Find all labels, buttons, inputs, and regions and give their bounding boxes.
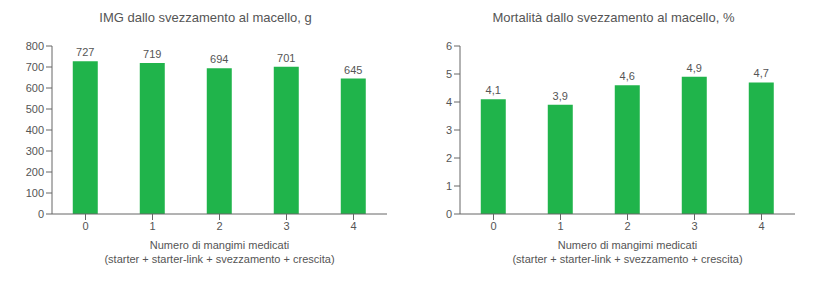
svg-text:1: 1	[446, 180, 452, 192]
svg-text:200: 200	[26, 166, 44, 178]
svg-text:4: 4	[350, 220, 356, 232]
svg-text:0: 0	[490, 220, 496, 232]
svg-text:0: 0	[82, 220, 88, 232]
svg-text:2: 2	[446, 152, 452, 164]
html-text:Numero di mangimi medicati: Numero di mangimi medicati	[149, 239, 290, 251]
svg-text:600: 600	[26, 82, 44, 94]
svg-text:4: 4	[758, 220, 764, 232]
svg-text:3,9: 3,9	[553, 90, 568, 102]
svg-text:0: 0	[446, 208, 452, 220]
svg-text:2: 2	[624, 220, 630, 232]
html-text:IMG dallo svezzamento al macel: IMG dallo svezzamento al macello, g	[99, 10, 312, 25]
html-text:(starter + starter-link + svez: (starter + starter-link + svezzamento + …	[104, 253, 335, 265]
svg-text:3: 3	[283, 220, 289, 232]
svg-text:3: 3	[446, 124, 452, 136]
html-text:(starter + starter-link + svez: (starter + starter-link + svezzamento + …	[512, 253, 743, 265]
svg-text:694: 694	[210, 53, 228, 65]
svg-text:1: 1	[557, 220, 563, 232]
svg-text:400: 400	[26, 124, 44, 136]
svg-text:100: 100	[26, 187, 44, 199]
svg-text:6: 6	[446, 40, 452, 52]
svg-text:3: 3	[691, 220, 697, 232]
html-text:Mortalità dallo svezzamento al: Mortalità dallo svezzamento al macello, …	[492, 10, 735, 25]
svg-text:4,9: 4,9	[687, 62, 702, 74]
svg-text:4,6: 4,6	[620, 70, 635, 82]
svg-text:0: 0	[38, 208, 44, 220]
svg-text:727: 727	[76, 46, 94, 58]
svg-text:701: 701	[277, 52, 295, 64]
svg-text:4,1: 4,1	[486, 84, 501, 96]
svg-text:5: 5	[446, 68, 452, 80]
svg-text:300: 300	[26, 145, 44, 157]
svg-text:2: 2	[216, 220, 222, 232]
html-text:Numero di mangimi medicati: Numero di mangimi medicati	[557, 239, 698, 251]
svg-text:4,7: 4,7	[754, 67, 769, 79]
svg-text:719: 719	[143, 48, 161, 60]
svg-text:1: 1	[149, 220, 155, 232]
svg-text:700: 700	[26, 61, 44, 73]
svg-text:4: 4	[446, 96, 452, 108]
svg-text:645: 645	[344, 64, 362, 76]
svg-text:500: 500	[26, 103, 44, 115]
svg-text:800: 800	[26, 40, 44, 52]
